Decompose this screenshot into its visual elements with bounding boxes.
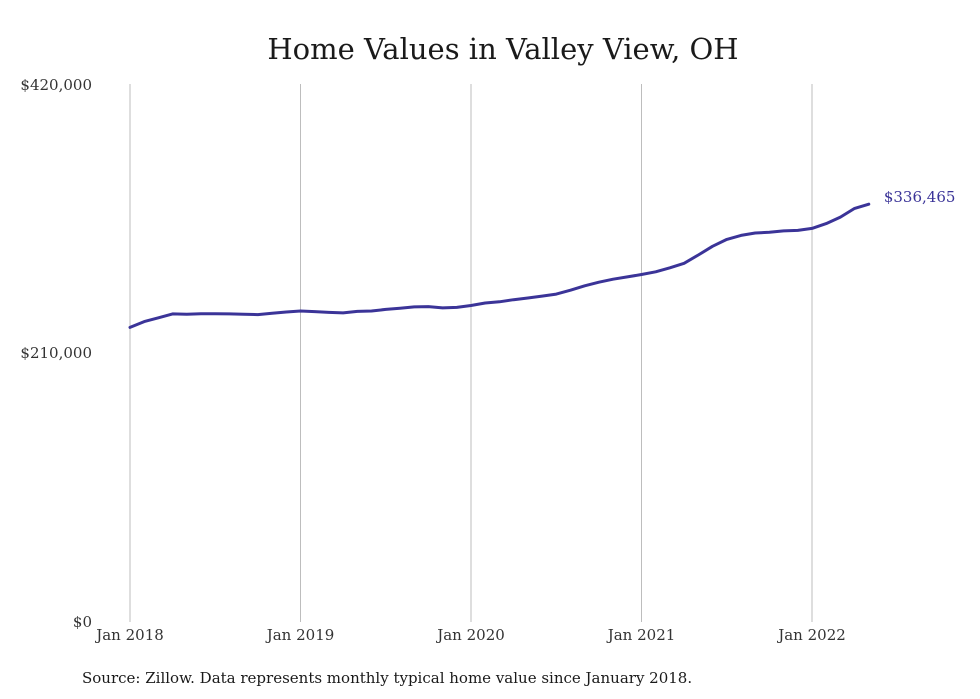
y-tick-label: $0 — [73, 613, 92, 631]
series-line-home-value — [128, 202, 871, 329]
end-value-label: $336,465 — [884, 188, 956, 206]
x-tick-label: Jan 2022 — [776, 626, 846, 644]
chart-title: Home Values in Valley View, OH — [267, 32, 738, 66]
x-tick-label: Jan 2021 — [606, 626, 676, 644]
x-tick-label: Jan 2018 — [94, 626, 164, 644]
x-tick-label: Jan 2020 — [435, 626, 505, 644]
y-axis-ticks: $420,000 $210,000 $0 — [20, 76, 92, 631]
x-axis-ticks: Jan 2018 Jan 2019 Jan 2020 Jan 2021 Jan 2022 — [94, 626, 846, 644]
y-tick-label: $210,000 — [20, 344, 92, 362]
x-tick-label: Jan 2019 — [265, 626, 335, 644]
y-tick-label: $420,000 — [20, 76, 92, 94]
source-note: Source: Zillow. Data represents monthly … — [82, 669, 692, 687]
grid-lines — [129, 84, 813, 622]
